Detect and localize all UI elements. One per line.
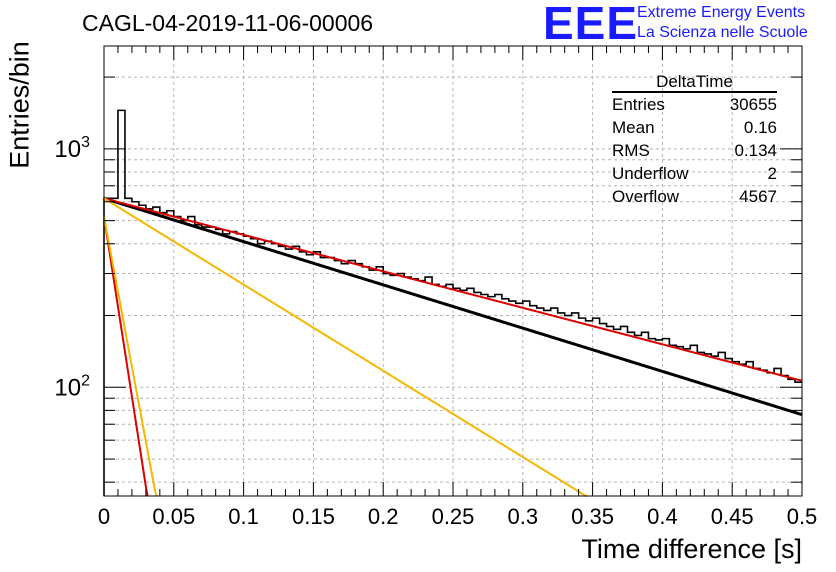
stats-row: Entries 30655 <box>612 93 777 116</box>
stats-label: Underflow <box>612 164 689 183</box>
stats-row: Overflow 4567 <box>612 185 777 208</box>
x-tick-label: 0.35 <box>571 504 614 529</box>
y-axis-label: Entries/bin <box>4 41 35 169</box>
x-tick-label: 0.1 <box>228 504 259 529</box>
stats-value: 0.16 <box>743 118 777 137</box>
axis-tick-labels: 0 0.05 0.1 0.15 0.2 0.25 0.3 0.35 0.4 0.45 0.5 102 1… <box>54 134 817 529</box>
stats-label: Mean <box>612 118 655 137</box>
stats-value: 2 <box>767 164 777 183</box>
histogram-steps <box>103 109 802 496</box>
stats-row: Mean 0.16 <box>612 116 777 139</box>
x-tick-label: 0.05 <box>152 504 195 529</box>
fit-curve-0 <box>103 196 803 417</box>
x-tick-label: 0.3 <box>508 504 539 529</box>
stats-label: RMS <box>612 141 650 160</box>
stats-label: Overflow <box>612 187 680 206</box>
axis-ticks <box>103 46 803 496</box>
stats-row: Underflow 2 <box>612 162 777 185</box>
x-tick-label: 0.2 <box>368 504 399 529</box>
histogram-layer <box>103 109 802 496</box>
x-tick-label: 0.45 <box>711 504 754 529</box>
stats-row: RMS 0.134 <box>612 139 777 162</box>
x-tick-label: 0.4 <box>647 504 678 529</box>
fit-curves-layer <box>103 196 803 497</box>
plot-title: CAGL-04-2019-11-06-00006 <box>82 10 374 36</box>
x-tick-label: 0.25 <box>432 504 475 529</box>
org-name-line2: La Scienza nelle Scuole <box>637 24 808 41</box>
stats-box: DeltaTime Entries 30655 Mean 0.16 RMS 0.… <box>612 72 777 208</box>
stats-label: Entries <box>612 95 665 114</box>
fit-curve-2 <box>103 197 588 497</box>
x-tick-label: 0.15 <box>292 504 335 529</box>
x-tick-label: 0.5 <box>787 504 818 529</box>
y-tick-label: 103 <box>54 134 90 163</box>
y-tick-label: 102 <box>54 372 90 401</box>
grid-lines <box>104 46 802 496</box>
fit-curve-3 <box>103 216 149 497</box>
stats-value: 30655 <box>729 95 777 114</box>
stats-value: 0.134 <box>734 141 777 160</box>
x-axis-label: Time difference [s] <box>581 534 802 564</box>
stats-value: 4567 <box>739 187 777 206</box>
fit-curve-4 <box>103 216 158 497</box>
fit-curve-1 <box>103 197 803 382</box>
x-tick-label: 0 <box>98 504 110 529</box>
eee-logo: EEE <box>543 0 639 49</box>
stats-title: DeltaTime <box>612 72 777 93</box>
org-name-line1: Extreme Energy Events <box>637 4 806 21</box>
